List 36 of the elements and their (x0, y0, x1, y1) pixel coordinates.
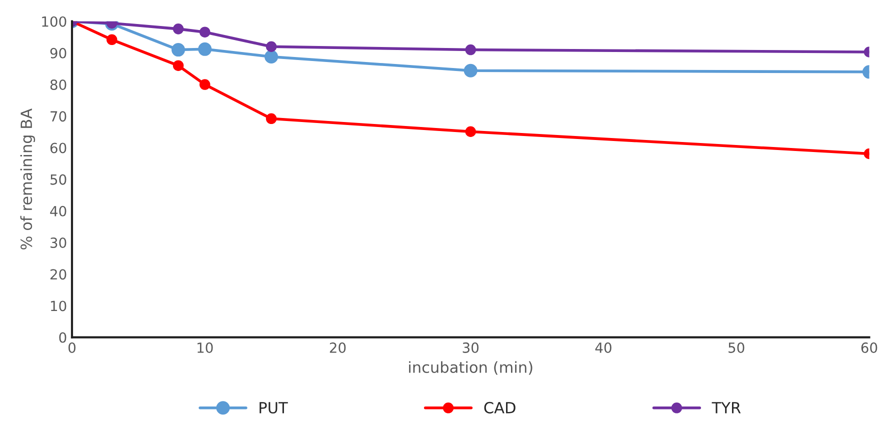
y-tick-label: 50 (50, 174, 66, 185)
x-tick-label: 30 (462, 342, 479, 353)
point (464, 64, 478, 78)
point (266, 113, 277, 124)
point (264, 50, 278, 64)
y-tick-label: 60 (50, 142, 66, 154)
y-tick-label: 100 (42, 16, 66, 27)
y-axis-title: % of remaining BA (20, 108, 36, 250)
y-tick-label: 80 (50, 80, 66, 90)
y-tick-label: 90 (50, 48, 66, 58)
point (465, 44, 476, 56)
x-tick-label: 40 (595, 342, 612, 353)
point (199, 26, 210, 38)
point (106, 34, 118, 46)
legend-label: TYR (712, 402, 741, 414)
legend-label: PUT (260, 402, 288, 414)
x-tick-label: 20 (330, 342, 346, 353)
x-tick-label: 60 (861, 342, 878, 353)
y-tick-label: 30 (50, 238, 66, 248)
point (198, 42, 212, 56)
point (266, 41, 277, 52)
x-tick-label: 50 (728, 342, 744, 353)
y-tick-label: 40 (50, 206, 66, 216)
x-axis-title: incubation (min) (409, 361, 532, 375)
legend-label: CAD (484, 402, 516, 414)
x-tick-label: 0 (68, 342, 76, 353)
point (199, 79, 210, 90)
y-tick-label: 70 (50, 111, 66, 122)
y-tick-label: 0 (59, 332, 66, 343)
point (172, 43, 186, 57)
y-tick-label: 20 (50, 269, 66, 280)
point (172, 24, 184, 34)
point (465, 126, 476, 138)
y-tick-label: 10 (50, 300, 66, 312)
x-tick-label: 10 (198, 342, 213, 353)
point (172, 60, 184, 71)
